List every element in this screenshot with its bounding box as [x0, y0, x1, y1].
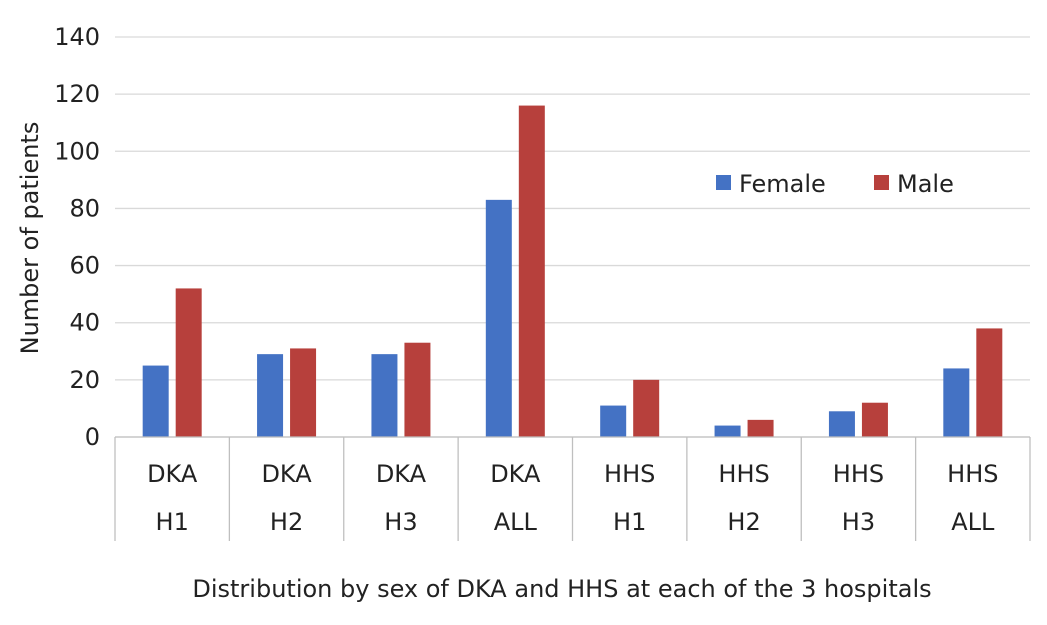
y-axis-title: Number of patients — [16, 122, 44, 355]
bar-male-0 — [175, 288, 202, 437]
y-tick-label: 100 — [54, 137, 100, 165]
legend-swatch-female — [716, 175, 731, 190]
y-tick-label: 0 — [85, 423, 100, 451]
x-tick-label: H2 — [270, 508, 303, 536]
x-tick-label: H1 — [613, 508, 646, 536]
legend-label-male: Male — [897, 170, 954, 198]
legend-swatch-male — [874, 175, 889, 190]
x-axis: DKA H1 DKA H2 DKA H3 DKA ALL HHS H1 HHS H2 HHS H3 HHS A… — [114, 436, 1031, 541]
bar-female-5 — [714, 425, 741, 437]
y-tick-label: 80 — [69, 194, 100, 222]
gridlines — [115, 36, 1030, 438]
x-tick-label: DKA — [261, 460, 312, 488]
legend-label-female: Female — [739, 170, 826, 198]
bar-female-7 — [943, 368, 970, 437]
bar-female-2 — [371, 354, 398, 437]
bar-female-0 — [142, 365, 169, 437]
bar-female-1 — [257, 354, 284, 437]
bars — [142, 105, 1003, 438]
x-tick-label: H2 — [727, 508, 760, 536]
y-tick-label: 20 — [69, 366, 100, 394]
bar-male-3 — [518, 105, 545, 438]
x-tick-label: HHS — [604, 460, 655, 488]
bar-female-6 — [828, 411, 855, 437]
y-tick-label: 60 — [69, 252, 100, 280]
y-tick-labels: 0 20 40 60 80 100 120 140 — [54, 23, 100, 451]
legend: Female Male — [716, 170, 954, 198]
bar-male-6 — [861, 402, 888, 437]
x-tick-label: HHS — [718, 460, 769, 488]
x-tick-label: HHS — [947, 460, 998, 488]
x-axis-title: Distribution by sex of DKA and HHS at ea… — [192, 575, 931, 603]
bar-male-5 — [747, 419, 774, 437]
x-tick-label: H3 — [842, 508, 875, 536]
y-tick-label: 120 — [54, 80, 100, 108]
bar-male-1 — [290, 348, 317, 437]
x-tick-label: ALL — [951, 508, 995, 536]
x-tick-label: HHS — [833, 460, 884, 488]
x-tick-label: H1 — [156, 508, 189, 536]
x-tick-label: H3 — [384, 508, 417, 536]
bar-male-7 — [976, 328, 1003, 437]
bar-male-4 — [633, 379, 660, 437]
bar-female-4 — [600, 405, 627, 437]
x-tick-label: DKA — [490, 460, 541, 488]
y-tick-label: 140 — [54, 23, 100, 51]
x-tick-label: DKA — [147, 460, 198, 488]
x-tick-label: DKA — [376, 460, 427, 488]
bar-male-2 — [404, 342, 431, 437]
x-tick-label: ALL — [494, 508, 538, 536]
y-tick-label: 40 — [69, 309, 100, 337]
bar-female-3 — [485, 199, 512, 437]
